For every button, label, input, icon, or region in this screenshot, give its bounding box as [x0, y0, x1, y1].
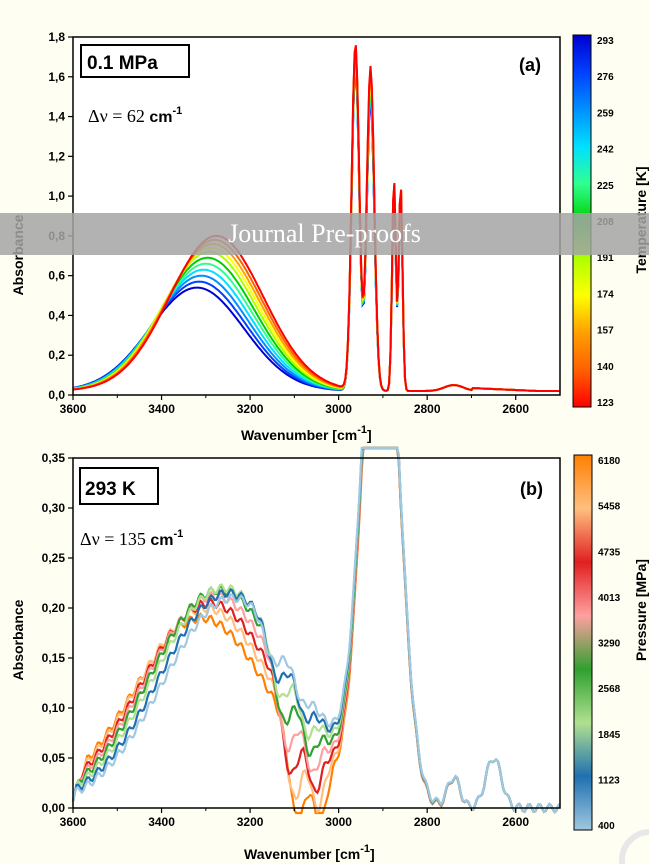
x-tick-label: 3400	[148, 402, 175, 416]
colorbar-b	[573, 454, 593, 831]
ylabel-b: Absorbance	[10, 599, 26, 680]
curves-a	[72, 45, 560, 392]
colorbar-tick-label: 1123	[598, 775, 620, 786]
ticks-b: 3600 3400 3200 3000 2800 2600 0,00 0,05 0,10 0,15…	[42, 451, 530, 829]
panel-b: 3600 3400 3200 3000 2800 2600 0,00 0,05 0,10 0,15…	[10, 446, 649, 862]
x-tick-label: 3400	[148, 815, 175, 829]
y-tick-label: 0,10	[42, 701, 66, 715]
xlabel-b-sup: -1	[360, 843, 370, 855]
x-tick-label: 3200	[237, 815, 264, 829]
box-label-b: 293 K	[79, 467, 159, 505]
delta-a-text: Δν = 62	[88, 106, 145, 126]
x-tick-label: 2800	[414, 402, 441, 416]
spectrum-line	[71, 446, 561, 814]
delta-b-unit: cm	[150, 532, 173, 549]
ticks-a: 3600340032003000280026000,00,20,40,60,81…	[48, 30, 529, 416]
y-tick-label: 0,4	[48, 308, 65, 322]
spectrum-line	[72, 45, 560, 392]
xlabel-b: Wavenumber [cm-1]	[244, 843, 375, 862]
delta-b-sup: -1	[174, 528, 184, 540]
journal-watermark: Journal Pre-proofs	[0, 213, 649, 255]
colorbar-tick-label: 293	[597, 36, 614, 47]
colorbar-tick-label: 5458	[598, 502, 621, 513]
box-label-a: 0.1 MPa	[80, 44, 190, 78]
xlabel-b-end: ]	[370, 846, 375, 862]
y-tick-label: 0,15	[42, 651, 66, 665]
y-tick-label: 0,6	[48, 269, 65, 283]
x-tick-label: 3000	[325, 815, 352, 829]
y-tick-label: 0,00	[42, 801, 66, 815]
y-tick-label: 1,4	[48, 110, 65, 124]
colorbar-tick-label: 242	[597, 145, 614, 156]
xlabel-a-end: ]	[367, 427, 372, 443]
colorbar-tick-label: 174	[597, 289, 614, 300]
colorbar-ticks-b: 6180 5458 4735 4013 3290 2568 1845 1123 400	[598, 456, 621, 832]
colorbar-tick-label: 276	[597, 72, 614, 83]
y-tick-label: 0,0	[48, 388, 65, 402]
colorbar-tick-label: 2568	[598, 684, 621, 695]
y-tick-label: 0,30	[42, 501, 66, 515]
colorbar-tick-label: 191	[597, 253, 614, 264]
colorbar-tick-label: 4735	[598, 547, 621, 558]
delta-label-b: Δν = 135 cm-1	[80, 528, 183, 549]
colorbar-tick-label: 4013	[598, 593, 621, 604]
box-label-b-text: 293 K	[85, 479, 136, 500]
xlabel-a-text: Wavenumber [cm	[241, 427, 357, 443]
x-tick-label: 3600	[60, 402, 87, 416]
x-tick-label: 3600	[60, 815, 87, 829]
y-tick-label: 0,05	[42, 751, 66, 765]
plot-area-b	[73, 458, 560, 808]
colorbar-tick-label: 1845	[598, 730, 621, 741]
colorbar-tick-label: 225	[597, 181, 614, 192]
x-tick-label: 2600	[502, 402, 529, 416]
colorbar-label-b: Pressure [MPa]	[633, 559, 649, 661]
delta-a-sup: -1	[173, 105, 183, 117]
y-tick-label: 1,2	[48, 149, 65, 163]
colorbar-tick-label: 140	[597, 362, 614, 373]
colorbar-tick-label: 123	[597, 398, 614, 409]
xlabel-b-text: Wavenumber [cm	[244, 846, 360, 862]
plot-frame-b	[72, 457, 561, 809]
y-tick-label: 1,0	[48, 189, 65, 203]
y-tick-label: 0,20	[42, 601, 66, 615]
colorbar-tick-label: 157	[597, 326, 614, 337]
corner-watermark-icon	[619, 829, 649, 864]
delta-b-text: Δν = 135	[80, 529, 146, 549]
y-tick-label: 0,25	[42, 551, 66, 565]
panel-label-b: (b)	[520, 479, 543, 499]
colorbar-tick-label: 3290	[598, 639, 621, 650]
xlabel-a: Wavenumber [cm-1]	[241, 424, 372, 443]
x-tick-label: 3000	[325, 402, 352, 416]
panel-label-a: (a)	[519, 55, 541, 75]
y-tick-label: 1,8	[48, 30, 65, 44]
y-tick-label: 1,6	[48, 70, 65, 84]
delta-a-unit: cm	[149, 109, 172, 126]
colorbar-tick-label: 6180	[598, 456, 621, 467]
x-tick-label: 2800	[414, 815, 441, 829]
box-label-a-text: 0.1 MPa	[87, 53, 158, 74]
xlabel-a-sup: -1	[357, 424, 367, 436]
colorbar-tick-label: 400	[598, 821, 615, 832]
x-tick-label: 3200	[237, 402, 264, 416]
colorbar-tick-label: 259	[597, 108, 614, 119]
x-tick-label: 2600	[502, 815, 529, 829]
y-tick-label: 0,35	[42, 451, 66, 465]
delta-label-a: Δν = 62 cm-1	[88, 105, 182, 126]
y-tick-label: 0,2	[48, 348, 65, 362]
